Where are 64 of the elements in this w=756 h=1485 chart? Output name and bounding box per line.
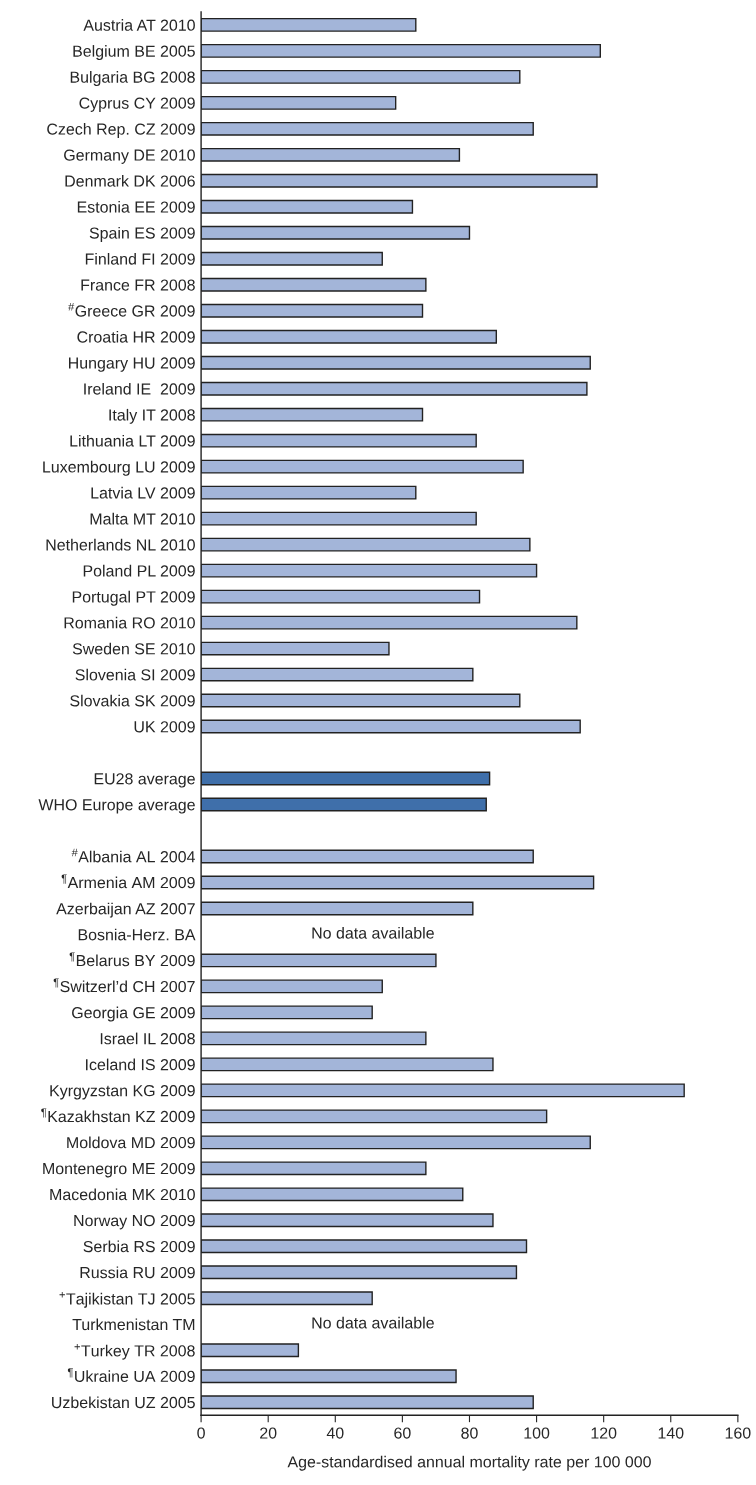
annotation: No data available [312,1316,434,1329]
y-tick-label: Croatia HR 2009 [77,330,195,343]
y-tick-label: $^{¶}$Belarus BY 2009 [69,952,195,967]
y-tick-label: Bulgaria BG 2008 [70,71,195,86]
y-tick-label: Azerbaijan AZ 2007 [56,902,195,918]
y-tick-label: Austria AT 2010 [83,19,195,31]
y-tick-label: Bosnia-Herz. BA [78,928,196,941]
y-tick-label: Czech Rep. CZ 2009 [47,123,195,138]
y-tick-label: Moldova MD 2009 [67,1136,195,1149]
y-tick-label: Georgia GE 2009 [72,1006,195,1022]
y-tick-label: Poland PL 2009 [83,564,195,577]
y-tick-label: Norway NO 2009 [74,1214,195,1230]
y-tick-label: Ireland IE 2009 [84,382,195,395]
x-tick-label: 80 [461,1427,478,1439]
y-tick-label: $^{#}$Greece GR 2009 [68,302,195,317]
x-tick-label: 20 [260,1427,277,1439]
y-tick-label: Iceland IS 2009 [86,1058,195,1071]
y-tick-label: Hungary HU 2009 [69,357,195,372]
x-tick-label: 40 [326,1427,344,1439]
y-tick-label: $^{¶}$Ukraine UA 2009 [67,1368,195,1383]
y-tick-label: Spain ES 2009 [89,226,195,242]
y-tick-label: Malta MT 2010 [90,512,195,525]
y-tick-label: Russia RU 2009 [80,1266,195,1279]
x-tick-label: 0 [197,1427,205,1439]
y-tick-label: Kyrgyzstan KG 2009 [50,1085,195,1100]
y-tick-label: Estonia EE 2009 [77,201,195,213]
y-tick-label: Serbia RS 2009 [83,1240,195,1253]
annotation: No data available [312,926,434,939]
y-tick-label: $^{#}$Albania AL 2004 [71,848,195,863]
y-tick-label: Lithuania LT 2009 [70,434,195,447]
y-tick-label: Latvia LV 2009 [91,486,195,499]
y-tick-label: Belgium BE 2005 [73,45,195,60]
y-tick-label: Italy IT 2008 [109,408,195,424]
y-tick-label: Montenegro ME 2009 [43,1162,195,1178]
y-tick-label: Portugal PT 2009 [72,590,195,606]
x-tick-label: 160 [725,1427,751,1439]
y-tick-label: Slovenia SI 2009 [75,668,195,681]
x-tick-label: 140 [658,1427,684,1439]
y-tick-label: EU28 average [94,773,195,788]
y-tick-label: Germany DE 2010 [64,149,195,164]
x-tick-label: 60 [394,1427,411,1439]
y-tick-label: Cyprus CY 2009 [79,97,195,112]
y-tick-label: Macedonia MK 2010 [50,1188,195,1201]
y-tick-label: $^{¶}$Armenia AM 2009 [61,874,195,889]
x-axis-title: Age-standardised annual mortality rate per 100 000 [287,1455,651,1471]
y-tick-label: Romania RO 2010 [64,616,195,629]
y-tick-label: Finland FI 2009 [85,252,195,265]
y-tick-label: Luxembourg LU 2009 [43,460,195,476]
y-tick-label: $^{¶}$Switzerl’d CH 2007 [53,978,195,993]
y-tick-label: $^{+}$Turkey TR 2008 [74,1344,195,1360]
y-tick-label: Slovakia SK 2009 [70,694,195,707]
y-tick-label: Turkmenistan TM [72,1318,195,1331]
y-tick-label: $^{+}$Tajikistan TJ 2005 [59,1292,195,1308]
y-tick-label: UK 2009 [134,721,195,733]
y-tick-label: $^{¶}$Kazakhstan KZ 2009 [41,1108,195,1123]
x-tick-label: 120 [591,1427,617,1439]
x-tick-label: 100 [524,1427,550,1439]
y-tick-label: WHO Europe average [38,799,195,814]
y-tick-label: Netherlands NL 2010 [46,538,195,551]
y-tick-label: Uzbekistan UZ 2005 [52,1396,195,1409]
y-tick-label: Sweden SE 2010 [72,642,195,655]
y-tick-label: Denmark DK 2006 [65,175,195,187]
y-tick-label: Israel IL 2008 [100,1032,195,1045]
y-tick-label: France FR 2008 [81,279,195,291]
